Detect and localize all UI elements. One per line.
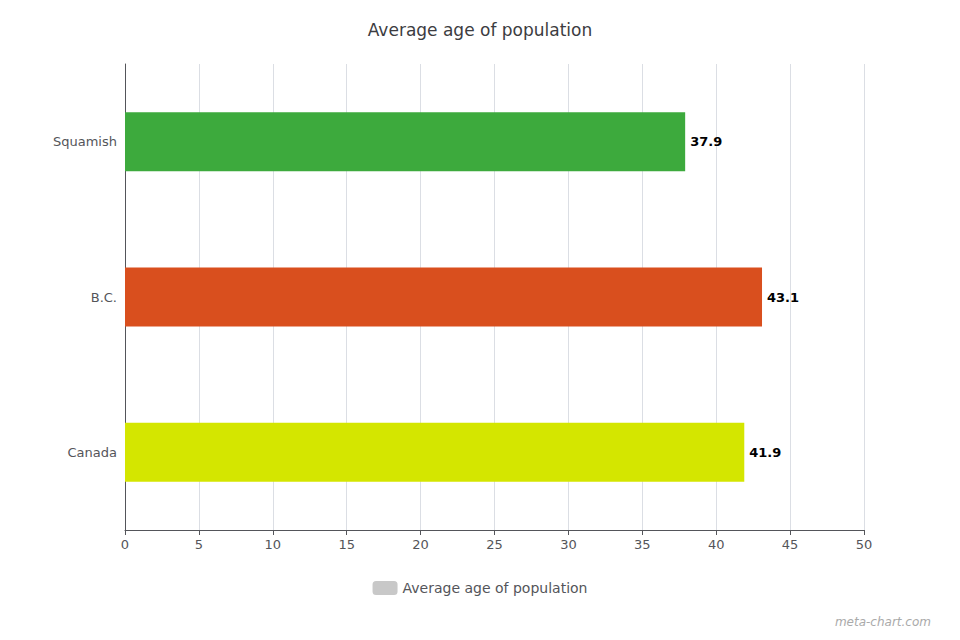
svg-text:Average age of population: Average age of population — [368, 20, 593, 40]
svg-text:43.1: 43.1 — [767, 290, 799, 305]
svg-text:40: 40 — [708, 537, 725, 552]
svg-text:B.C.: B.C. — [91, 290, 117, 305]
svg-text:0: 0 — [121, 537, 129, 552]
svg-text:45: 45 — [782, 537, 799, 552]
svg-text:37.9: 37.9 — [690, 134, 722, 149]
svg-text:41.9: 41.9 — [749, 445, 781, 460]
svg-text:5: 5 — [195, 537, 203, 552]
svg-text:Squamish: Squamish — [53, 134, 117, 149]
svg-text:20: 20 — [412, 537, 429, 552]
svg-text:25: 25 — [486, 537, 503, 552]
svg-text:35: 35 — [634, 537, 651, 552]
svg-text:30: 30 — [560, 537, 577, 552]
svg-text:Average age of population: Average age of population — [403, 580, 588, 596]
svg-text:meta-chart.com: meta-chart.com — [835, 615, 931, 629]
svg-text:50: 50 — [856, 537, 873, 552]
svg-text:Canada: Canada — [68, 445, 117, 460]
svg-text:10: 10 — [265, 537, 282, 552]
svg-text:15: 15 — [338, 537, 355, 552]
